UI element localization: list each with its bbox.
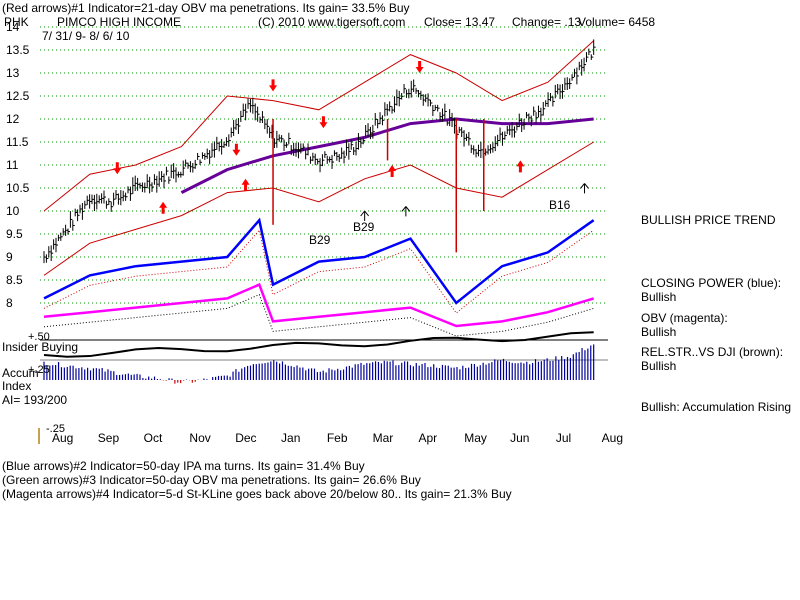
price-trend-label: BULLISH PRICE TREND [641,213,776,227]
signal-arrow [516,160,525,173]
x-tick-label: Sep [98,431,120,445]
price-bars [43,39,596,264]
annotation-arrow [360,210,370,221]
y-tick-label: 11.5 [6,135,29,149]
y-tick-label: 12 [6,112,20,126]
footer-line-green: (Green arrows)#3 Indicator=50-day OBV ma… [2,473,421,487]
signal-arrow [241,178,250,191]
closing-power-value: Bullish [641,290,677,304]
y-tick-label: 11 [6,158,19,172]
annotation-arrow [580,183,589,194]
footer-line-blue: (Blue arrows)#2 Indicator=50-day IPA ma … [2,459,365,473]
series-line [43,141,594,276]
relstr-line [43,331,594,358]
signal-arrow [269,79,278,92]
y-tick-label: 10.5 [6,181,30,195]
x-tick-label: Feb [327,431,348,445]
volume-value: Volume= 6458 [578,15,656,29]
y-tick-label: 13.5 [6,43,30,57]
grid-lines [40,26,608,304]
y-tick-label: 14 [6,20,20,34]
y-tick-label: 9.5 [6,227,23,241]
signal-arrow [415,61,424,73]
x-tick-label: Mar [373,431,394,445]
accum-minus25-label: -.25 [46,423,65,435]
close-value: Close= 13.47 [424,15,496,29]
accum-label: Accum [2,366,39,380]
date-range: 7/ 31/ 9- 8/ 6/ 10 [42,29,130,43]
ai-label: AI= 193/200 [2,393,68,407]
series-line [43,217,595,305]
signal-arrow [319,116,328,129]
x-tick-label: May [464,431,487,445]
relstr-value: Bullish [641,359,677,373]
y-tick-label: 13 [6,66,20,80]
series-ma-line [43,229,594,314]
signal-arrow [388,165,397,177]
accum-plus25-label: +.25 [28,364,50,376]
signal-arrows [113,61,589,221]
annotation-b29-feb: B29 [353,220,375,234]
company-name: PIMCO HIGH INCOME [57,15,182,29]
x-tick-label: Jul [556,431,571,445]
y-tick-label: 8.5 [6,273,23,287]
insider-buying-label: Insider Buying [2,340,79,354]
ticker-symbol: PHK [4,15,29,29]
header-indicator-line: (Red arrows)#1 Indicator=21-day OBV ma p… [2,1,410,15]
x-tick-label: Jun [510,431,529,445]
series-line [43,282,595,328]
x-tick-label: Oct [144,431,163,445]
index-label: Index [2,379,32,393]
x-tick-label: Dec [235,431,256,445]
y-tick-label: 10 [6,204,20,218]
accum-bars [40,331,608,384]
obv-value: Bullish [641,325,677,339]
annotation-arrow [401,206,411,217]
copyright: (C) 2010 www.tigersoft.com [258,15,406,29]
x-tick-label: Aug [602,431,623,445]
x-tick-label: Aug [52,431,73,445]
y-tick-label: 12.5 [6,89,30,103]
y-tick-labels: 14 13.5 13 12.5 12 11.5 11 10.5 10 9.5 9 8.5 8 [6,20,30,310]
obv-label: OBV (magenta): [641,311,728,325]
accum-plus50-label: +.50 [28,331,50,343]
y-tick-label: 9 [6,250,13,264]
x-tick-label: Jan [281,431,300,445]
annotation-b29-jan: B29 [309,233,331,247]
x-tick-label: Apr [418,431,437,445]
x-tick-label: Nov [189,431,210,445]
x-tick-labels: Aug Sep Oct Nov Dec Jan Feb Mar Apr May Jun Jul Aug [38,428,623,445]
signal-arrow [113,162,122,175]
footer-line-magenta: (Magenta arrows)#4 Indicator=5-d St-KLin… [2,487,512,501]
y-tick-label: 8 [6,296,13,310]
series-lines [43,40,595,337]
accum-status: Bullish: Accumulation Rising [641,400,792,414]
signal-arrow [159,201,168,214]
closing-power-label: CLOSING POWER (blue): [641,276,782,290]
annotation-b16-jun: B16 [549,198,571,212]
series-line [43,40,595,212]
change-value: Change= .13 [512,15,582,29]
signal-arrow [232,143,241,156]
series-ma-line [43,293,594,337]
relstr-label: REL.STR..VS DJI (brown): [641,345,784,359]
